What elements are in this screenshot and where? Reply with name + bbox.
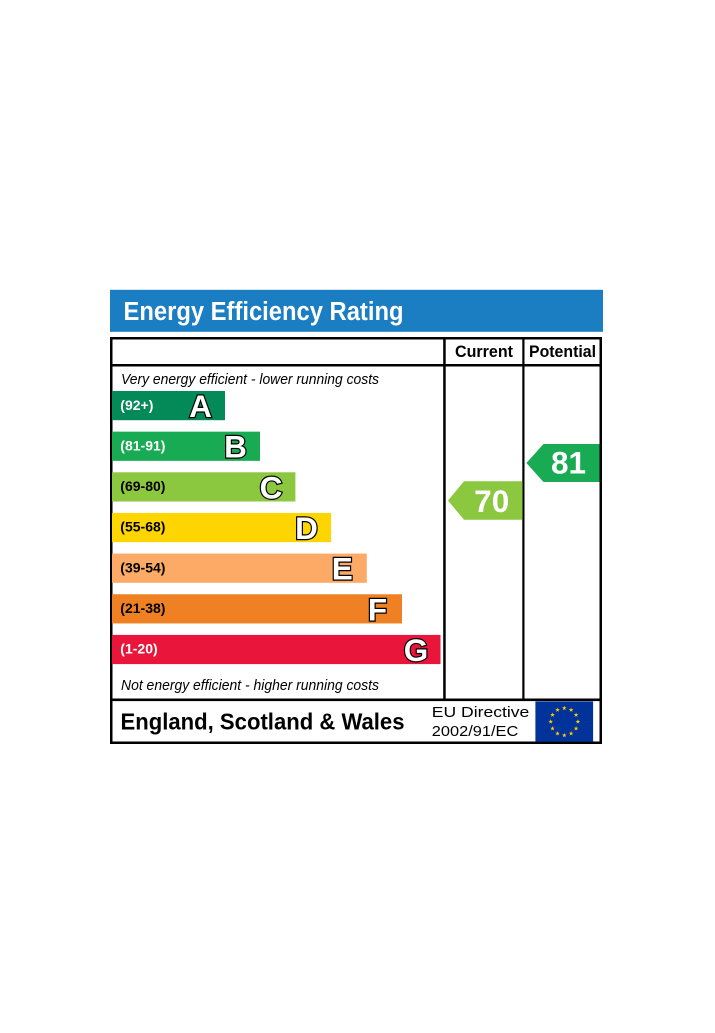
svg-text:A: A — [189, 388, 212, 424]
svg-text:(1-20): (1-20) — [120, 641, 157, 657]
svg-text:England, Scotland & Wales: England, Scotland & Wales — [121, 709, 405, 735]
svg-text:B: B — [224, 429, 247, 465]
svg-text:Energy Efficiency Rating: Energy Efficiency Rating — [124, 298, 404, 326]
svg-text:(21-38): (21-38) — [120, 600, 165, 616]
svg-text:81: 81 — [551, 445, 586, 481]
svg-text:(69-80): (69-80) — [120, 478, 165, 494]
svg-text:F: F — [368, 591, 387, 627]
svg-text:(92+): (92+) — [120, 397, 153, 413]
svg-text:(55-68): (55-68) — [120, 519, 165, 535]
svg-text:EU Directive: EU Directive — [432, 705, 530, 721]
svg-text:2002/91/EC: 2002/91/EC — [432, 724, 519, 740]
svg-text:Potential: Potential — [529, 342, 596, 361]
svg-text:D: D — [295, 510, 318, 546]
svg-text:E: E — [332, 551, 353, 587]
svg-text:(39-54): (39-54) — [120, 559, 165, 575]
svg-text:G: G — [404, 632, 429, 668]
svg-text:Current: Current — [455, 342, 513, 361]
svg-text:Not energy efficient - higher: Not energy efficient - higher running co… — [121, 677, 379, 694]
svg-text:Very energy efficient - lower: Very energy efficient - lower running co… — [121, 371, 379, 388]
svg-text:(81-91): (81-91) — [120, 437, 165, 453]
svg-text:C: C — [260, 469, 283, 505]
svg-text:70: 70 — [474, 483, 509, 519]
